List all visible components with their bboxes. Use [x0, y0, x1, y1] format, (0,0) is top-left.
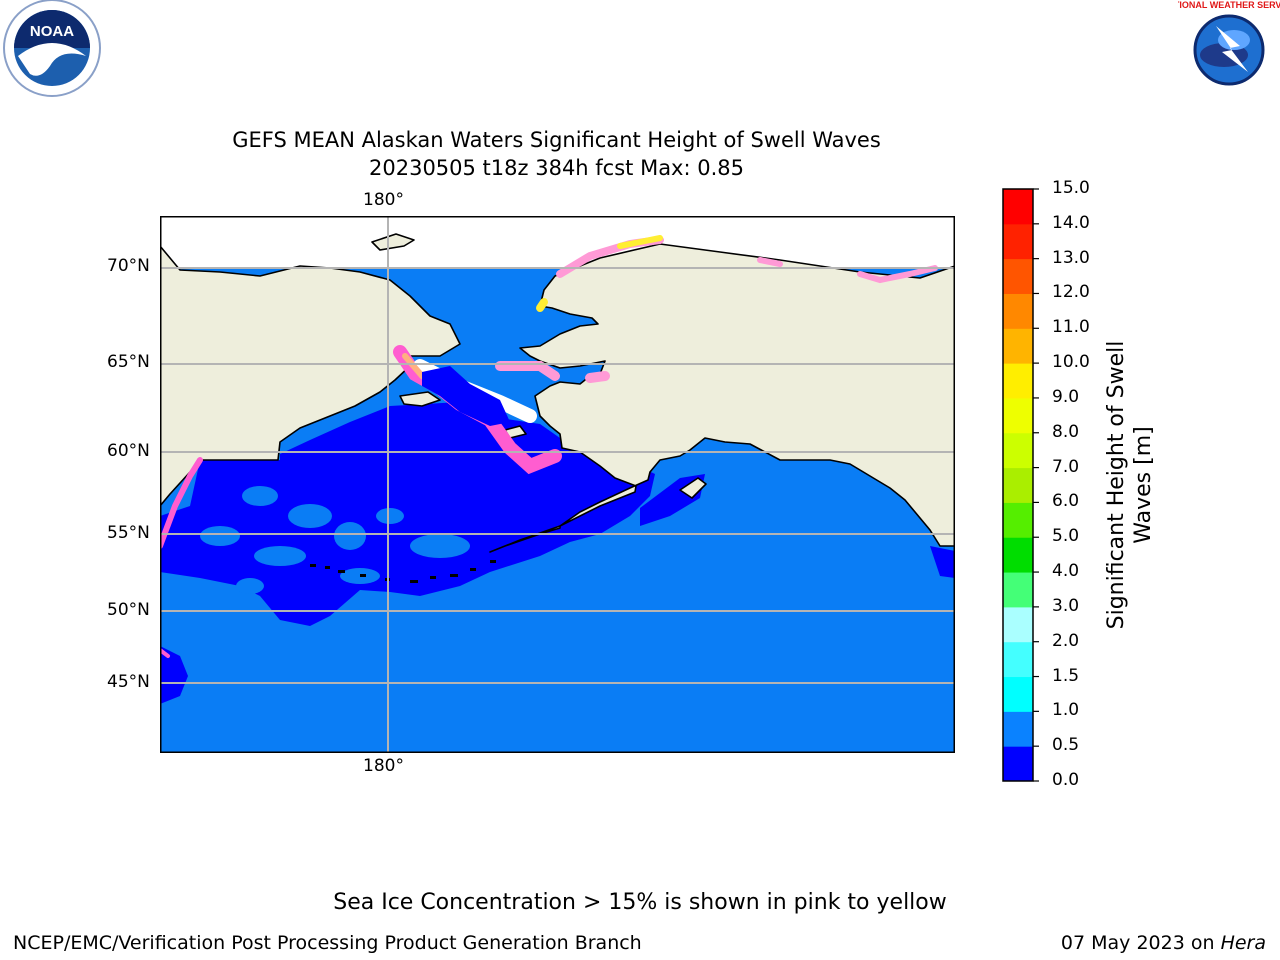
colorbar-band [1003, 676, 1033, 712]
lon-label-top: 180° [363, 190, 404, 210]
colorbar-band [1003, 363, 1033, 399]
colorbar-tick-label: 3.0 [1052, 595, 1080, 616]
footer-machine: Hera [1220, 932, 1266, 954]
colorbar-tick-label: 5.0 [1052, 526, 1080, 547]
aleutian-islands [310, 560, 496, 583]
noaa-logo: NOAA [3, 0, 101, 97]
colorbar-band [1003, 641, 1033, 678]
graticule [160, 216, 955, 753]
land-st-lawrence [399, 391, 441, 407]
colorbar-title-line2: Waves [m] [1131, 426, 1156, 544]
colorbar-tick-label: 11.0 [1052, 317, 1090, 338]
ocean-low-se [930, 546, 955, 578]
lat-label-60: 60°N [107, 441, 150, 461]
colorbar-tick-label: 1.0 [1052, 700, 1080, 721]
colorbar-tick-label: 6.0 [1052, 491, 1080, 512]
colorbar-band [1003, 572, 1033, 608]
ocean-low-norton [422, 366, 510, 426]
footer-branch: NCEP/EMC/Verification Post Processing Pr… [13, 932, 642, 954]
noaa-logo-text: NOAA [30, 23, 74, 40]
colorbar-tick-label: 9.0 [1052, 386, 1080, 407]
colorbar-band [1003, 746, 1033, 782]
ocean-low-west-patch [160, 646, 188, 704]
colorbar-band [1003, 467, 1033, 503]
colorbar-frame [1002, 188, 1034, 782]
colorbar-band [1003, 189, 1033, 225]
swell-height-map [160, 216, 955, 753]
lat-label-55: 55°N [107, 523, 150, 543]
colorbar-tick-label: 12.0 [1052, 282, 1090, 303]
colorbar-band [1003, 223, 1033, 260]
arctic-blank [160, 216, 955, 268]
colorbar-tick-label: 1.5 [1052, 665, 1080, 686]
map-frame [160, 216, 955, 753]
lat-label-45: 45°N [107, 672, 150, 692]
chart-title: GEFS MEAN Alaskan Waters Significant Hei… [0, 126, 1113, 182]
colorbar-band [1003, 293, 1033, 329]
colorbar-band [1003, 711, 1033, 747]
lat-label-65: 65°N [107, 352, 150, 372]
colorbar-band [1003, 537, 1033, 573]
colorbar-band [1003, 432, 1033, 469]
colorbar-band [1003, 502, 1033, 538]
colorbar-band [1003, 328, 1033, 364]
lat-label-70: 70°N [107, 256, 150, 276]
colorbar-tick-label: 4.0 [1052, 561, 1080, 582]
land-ak-peninsula [489, 525, 561, 553]
colorbar-tick-label: 0.5 [1052, 735, 1080, 756]
land-alaska [519, 243, 955, 547]
title-line1: GEFS MEAN Alaskan Waters Significant Hei… [232, 128, 881, 152]
colorbar-band [1003, 606, 1033, 643]
land-kodiak [679, 477, 707, 499]
colorbar-band [1003, 397, 1033, 434]
sea-ice-note: Sea Ice Concentration > 15% is shown in … [333, 890, 947, 915]
colorbar-tick-label: 2.0 [1052, 630, 1080, 651]
colorbar-title-line1: Significant Height of Swell [1104, 340, 1129, 630]
colorbar-band [1003, 258, 1033, 294]
footer-date-machine: 07 May 2023 on Hera [1061, 932, 1266, 954]
colorbar-tick-label: 15.0 [1052, 178, 1090, 198]
footer-date: 07 May 2023 on [1060, 932, 1221, 954]
colorbar-tick-label: 0.0 [1052, 770, 1080, 790]
colorbar-tick-label: 10.0 [1052, 352, 1090, 373]
land [160, 233, 955, 553]
colorbar-tick-label: 14.0 [1052, 212, 1090, 233]
colorbar-tick-label: 8.0 [1052, 421, 1080, 442]
lon-label-bottom: 180° [363, 756, 404, 776]
nws-ring-text: NATIONAL WEATHER SERVICE [1178, 0, 1280, 10]
colorbar-tick-label: 13.0 [1052, 247, 1090, 268]
nws-logo: NATIONAL WEATHER SERVICE [1178, 0, 1280, 98]
land-wrangel [371, 233, 415, 251]
colorbar-title: Significant Height of Swell Waves [m] [1103, 320, 1157, 650]
ocean-mid-patches [200, 486, 470, 594]
colorbar [1002, 188, 1039, 782]
lat-label-50: 50°N [107, 600, 150, 620]
colorbar-tick-label: 7.0 [1052, 456, 1080, 477]
title-line2: 20230505 t18z 384h fcst Max: 0.85 [369, 156, 744, 180]
